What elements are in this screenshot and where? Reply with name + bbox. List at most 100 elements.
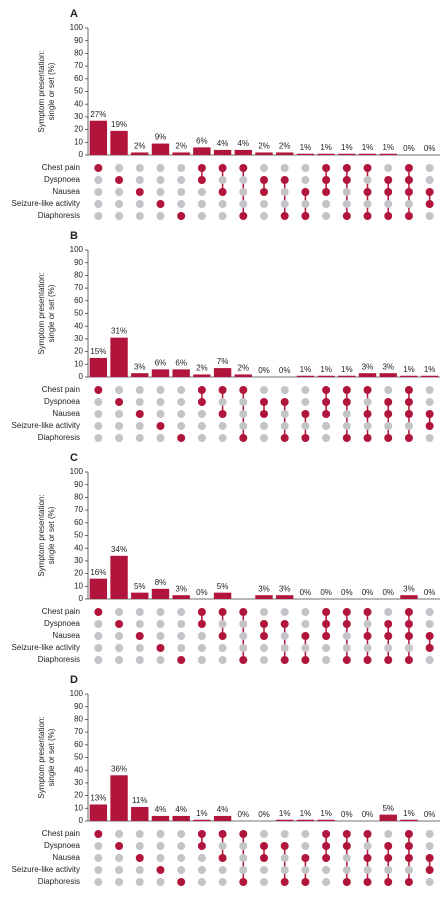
set-dot	[135, 200, 144, 208]
value-label: 9%	[155, 133, 167, 142]
bar	[255, 152, 273, 155]
set-dot	[260, 410, 268, 418]
set-dot	[115, 656, 124, 664]
set-dot	[384, 842, 393, 850]
set-dot	[404, 200, 413, 208]
set-dot	[115, 854, 124, 862]
set-dot	[177, 176, 186, 184]
value-label: 19%	[111, 120, 127, 129]
set-dot	[94, 620, 103, 628]
set-dot	[384, 608, 393, 616]
set-dot	[363, 842, 372, 850]
y-tick-label: 0	[79, 150, 84, 159]
y-tick-label: 50	[74, 309, 83, 318]
bar	[172, 815, 190, 821]
value-label: 3%	[258, 584, 270, 593]
set-dot	[197, 176, 206, 184]
set-dot	[322, 410, 331, 418]
set-dot	[301, 878, 310, 886]
set-dot	[342, 854, 351, 862]
set-dot	[156, 398, 165, 406]
set-dot	[239, 434, 248, 442]
set-label: Diaphoresis	[38, 655, 80, 664]
set-dot	[342, 200, 351, 208]
set-dot	[342, 608, 351, 616]
set-dot	[260, 398, 268, 406]
y-axis-label: Symptom presentation:	[37, 494, 46, 576]
y-tick-label: 10	[74, 359, 83, 368]
set-dot	[260, 386, 268, 394]
y-tick-label: 100	[70, 245, 84, 254]
set-dot	[322, 632, 331, 640]
value-label: 2%	[196, 364, 208, 373]
set-dot	[135, 188, 144, 196]
y-tick-label: 20	[74, 125, 83, 134]
bar	[193, 374, 211, 377]
y-tick-label: 50	[74, 531, 83, 540]
set-dot	[384, 620, 393, 628]
set-dot	[425, 644, 434, 652]
set-dot	[239, 608, 248, 616]
set-dot	[94, 386, 103, 394]
value-label: 2%	[134, 142, 146, 151]
set-dot	[94, 434, 103, 442]
y-tick-label: 40	[74, 765, 83, 774]
set-dot	[115, 212, 124, 220]
value-label: 1%	[279, 809, 291, 818]
bar	[193, 147, 211, 155]
set-dot	[197, 656, 206, 664]
set-dot	[425, 200, 434, 208]
set-dot	[94, 866, 103, 874]
set-dot	[135, 632, 144, 640]
value-label: 34%	[111, 545, 127, 554]
set-dot	[384, 878, 393, 886]
y-tick-label: 70	[74, 283, 83, 292]
set-label: Dyspnoea	[44, 841, 81, 850]
bar	[317, 153, 335, 155]
set-dot	[404, 434, 413, 442]
value-label: 1%	[320, 365, 332, 374]
set-dot	[280, 410, 289, 418]
set-dot	[363, 878, 372, 886]
set-dot	[239, 386, 248, 394]
bar	[151, 369, 170, 377]
bar	[89, 578, 108, 599]
value-label: 1%	[424, 365, 436, 374]
set-dot	[280, 398, 289, 406]
set-dot	[384, 398, 393, 406]
set-dot	[363, 656, 372, 664]
set-dot	[260, 644, 268, 652]
set-dot	[218, 200, 227, 208]
set-dot	[115, 830, 124, 838]
set-dot	[363, 410, 372, 418]
y-tick-label: 20	[74, 347, 83, 356]
set-dot	[156, 176, 165, 184]
set-dot	[197, 854, 206, 862]
set-dot	[156, 164, 165, 172]
bar	[255, 595, 273, 599]
set-dot	[363, 386, 372, 394]
set-dot	[197, 632, 206, 640]
set-dot	[342, 644, 351, 652]
set-dot	[342, 188, 351, 196]
bar	[296, 819, 315, 821]
set-dot	[301, 656, 310, 664]
set-dot	[115, 410, 124, 418]
value-label: 31%	[111, 327, 127, 336]
set-dot	[156, 644, 165, 652]
set-dot	[280, 866, 289, 874]
set-dot	[177, 866, 186, 874]
y-tick-label: 100	[70, 467, 84, 476]
set-dot	[301, 620, 310, 628]
value-label: 16%	[90, 568, 106, 577]
set-dot	[197, 212, 206, 220]
set-dot	[280, 200, 289, 208]
set-dot	[94, 608, 103, 616]
value-label: 0%	[300, 588, 312, 597]
set-dot	[135, 644, 144, 652]
set-dot	[94, 830, 103, 838]
set-dot	[404, 644, 413, 652]
set-dot	[94, 632, 103, 640]
set-dot	[322, 878, 331, 886]
